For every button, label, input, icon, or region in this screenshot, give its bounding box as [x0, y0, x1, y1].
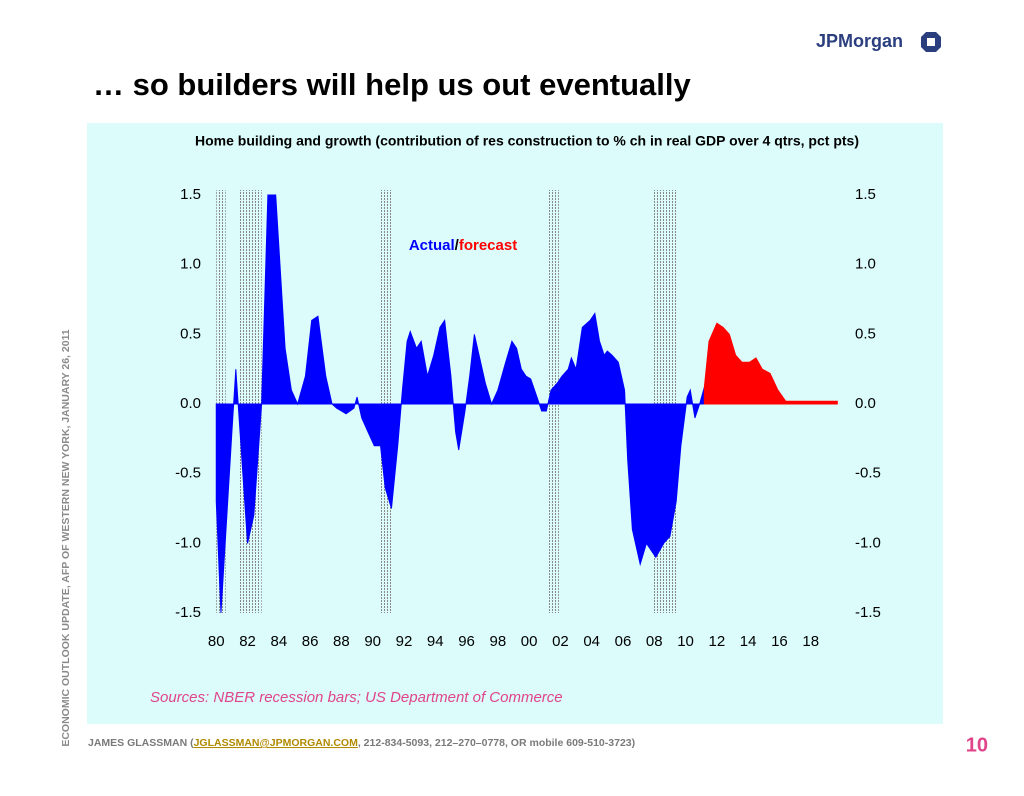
recession-bar [216, 190, 226, 613]
x-tick-label: 14 [740, 633, 757, 650]
y-tick-label: -0.5 [175, 465, 201, 482]
x-tick-label: 92 [396, 633, 413, 650]
logo-icon [921, 32, 941, 52]
legend-separator: / [455, 237, 460, 254]
y-tick-label: -1.5 [175, 604, 201, 621]
x-tick-label: 90 [364, 633, 381, 650]
area [215, 194, 705, 614]
y2-tick-label: 1.5 [855, 186, 876, 203]
y-tick-label: 1.0 [180, 256, 201, 273]
x-tick-label: 02 [552, 633, 569, 650]
y2-tick-label: -0.5 [855, 465, 881, 482]
y-tick-label: 1.5 [180, 186, 201, 203]
chart-source: Sources: NBER recession bars; US Departm… [150, 689, 563, 706]
x-tick-label: 16 [771, 633, 788, 650]
x-tick-label: 96 [458, 633, 475, 650]
footer-prefix: JAMES GLASSMAN ( [88, 737, 194, 749]
x-tick-label: 82 [239, 633, 256, 650]
recession-bar [380, 190, 392, 613]
legend: Actual/forecast [409, 237, 517, 254]
x-tick-label: 12 [709, 633, 726, 650]
footer-suffix: , 212-834-5093, 212–270–0778, OR mobile … [358, 737, 635, 749]
x-tick-label: 10 [677, 633, 694, 650]
y2-tick-label: -1.0 [855, 534, 881, 551]
page-number: 10 [966, 734, 988, 756]
y2-tick-label: 1.0 [855, 256, 876, 273]
x-tick-label: 80 [208, 633, 225, 650]
area [703, 322, 838, 405]
slide-title: … so builders will help us out eventuall… [93, 67, 691, 102]
side-note: ECONOMIC OUTLOOK UPDATE, AFP OF WESTERN … [60, 329, 72, 746]
logo: JPMorgan [816, 31, 903, 51]
x-tick-label: 00 [521, 633, 538, 650]
y-tick-label: 0.0 [180, 395, 201, 412]
y-tick-label: 0.5 [180, 325, 201, 342]
y2-tick-label: 0.5 [855, 325, 876, 342]
x-tick-label: 86 [302, 633, 319, 650]
legend-entry: Actual [409, 237, 455, 254]
chart-title: Home building and growth (contribution o… [195, 133, 859, 149]
legend-entry: forecast [459, 237, 517, 254]
y-tick-label: -1.0 [175, 534, 201, 551]
x-tick-label: 18 [802, 633, 819, 650]
y2-tick-label: 0.0 [855, 395, 876, 412]
x-tick-label: 06 [615, 633, 632, 650]
x-tick-label: 08 [646, 633, 663, 650]
x-tick-label: 94 [427, 633, 444, 650]
x-tick-label: 98 [489, 633, 506, 650]
y2-tick-label: -1.5 [855, 604, 881, 621]
x-tick-label: 84 [270, 633, 287, 650]
plot-area: 1.5 1.5 1.0 1.0 0.5 0.5 0.0 0.0 -0.5 -0.5 -1.0 -1.0… [175, 186, 881, 650]
x-tick-label: 04 [583, 633, 600, 650]
x-tick-label: 88 [333, 633, 350, 650]
recession-bar [239, 190, 262, 613]
footer-email[interactable]: JGLASSMAN@JPMORGAN.COM [194, 737, 359, 749]
footer: JAMES GLASSMAN (JGLASSMAN@JPMORGAN.COM, … [88, 737, 635, 749]
